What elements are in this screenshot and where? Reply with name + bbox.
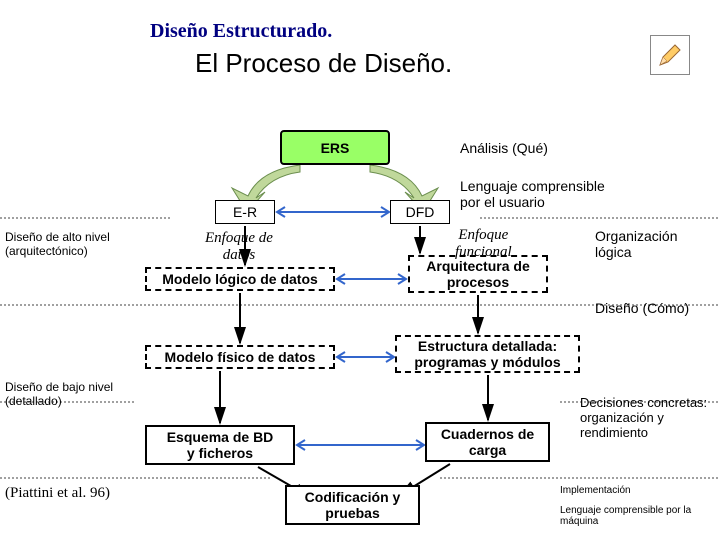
er-label: E-R bbox=[233, 204, 257, 220]
title-line1: Diseño Estructurado. bbox=[150, 20, 332, 43]
label-lenguaje-maquina: Lenguaje comprensible por la máquina bbox=[560, 505, 691, 527]
dfd-label: DFD bbox=[406, 204, 435, 220]
label-citation: (Piattini et al. 96) bbox=[5, 485, 110, 502]
node-estructura-detallada: Estructura detallada: programas y módulo… bbox=[395, 335, 580, 373]
label-diseno-como: Diseño (Cómo) bbox=[595, 300, 689, 316]
label-lenguaje-usuario: Lenguaje comprensible por el usuario bbox=[460, 178, 605, 210]
label-diseno-alto: Diseño de alto nivel (arquitectónico) bbox=[5, 230, 110, 258]
node-modelo-fisico: Modelo físico de datos bbox=[145, 345, 335, 369]
node-codificacion: Codificación y pruebas bbox=[285, 485, 420, 525]
node-cuadernos: Cuadernos de carga bbox=[425, 422, 550, 462]
label-analisis: Análisis (Qué) bbox=[460, 140, 548, 156]
modelo-fisico-label: Modelo físico de datos bbox=[165, 349, 316, 365]
node-dfd: DFD bbox=[390, 200, 450, 224]
estructura-detallada-label: Estructura detallada: programas y módulo… bbox=[414, 338, 560, 370]
label-org-logica: Organización lógica bbox=[595, 228, 678, 260]
cuadernos-label: Cuadernos de carga bbox=[441, 426, 534, 458]
label-decisiones: Decisiones concretas: organización y ren… bbox=[580, 395, 707, 440]
arq-procesos-label: Arquitectura de procesos bbox=[426, 258, 529, 290]
node-ers: ERS bbox=[280, 130, 390, 165]
label-implementacion: Implementación bbox=[560, 485, 631, 496]
label-diseno-bajo: Diseño de bajo nivel (detallado) bbox=[5, 380, 113, 408]
ers-label: ERS bbox=[321, 140, 350, 156]
diagram-overlay bbox=[0, 0, 720, 540]
node-modelo-logico: Modelo lógico de datos bbox=[145, 267, 335, 291]
esquema-bd-label: Esquema de BD y ficheros bbox=[167, 429, 274, 461]
modelo-logico-label: Modelo lógico de datos bbox=[162, 271, 318, 287]
node-esquema-bd: Esquema de BD y ficheros bbox=[145, 425, 295, 465]
codificacion-label: Codificación y pruebas bbox=[305, 489, 401, 521]
node-er: E-R bbox=[215, 200, 275, 224]
label-enfoque-datos: Enfoque de datos bbox=[205, 230, 273, 264]
label-enfoque-funcional: Enfoque funcional bbox=[455, 227, 512, 261]
title-line2: El Proceso de Diseño. bbox=[195, 48, 452, 79]
pencil-icon bbox=[650, 35, 690, 75]
